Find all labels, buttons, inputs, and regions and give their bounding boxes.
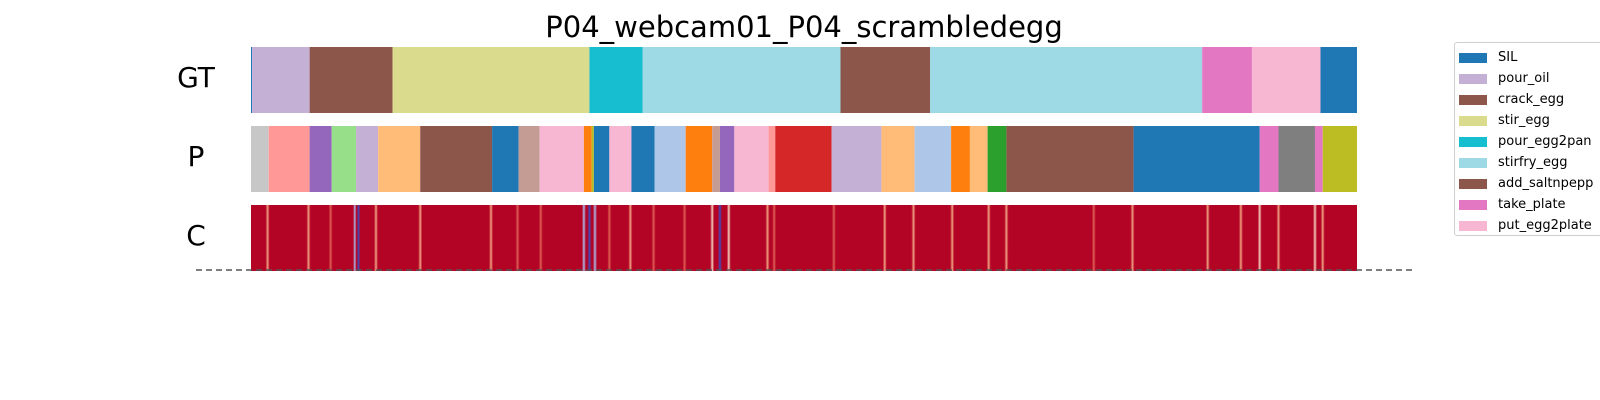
- legend-item-add-saltnpepp: add_saltnpepp: [1455, 173, 1600, 194]
- legend-label: stirfry_egg: [1498, 155, 1568, 170]
- confidence-bar: [251, 205, 1357, 271]
- gt-segment-2: [309, 47, 393, 113]
- gt-segment-5: [642, 47, 841, 113]
- pred-segment-13: [609, 126, 632, 192]
- legend-label: put_egg2plate: [1498, 218, 1592, 233]
- pred-segment-12: [593, 126, 610, 192]
- pred-segment-4: [356, 126, 379, 192]
- legend-swatch: [1459, 52, 1487, 63]
- pred-segment-7: [492, 126, 519, 192]
- gt-segment-9: [1251, 47, 1321, 113]
- pred-segment-32: [1314, 126, 1323, 192]
- pred-segment-16: [685, 126, 713, 192]
- pred-segment-21: [775, 126, 832, 192]
- legend-item-take-plate: take_plate: [1455, 194, 1600, 215]
- row-label-gt: GT: [177, 61, 215, 94]
- legend-swatch: [1459, 178, 1487, 189]
- legend-label: SIL: [1498, 50, 1518, 65]
- legend-swatch: [1459, 115, 1487, 126]
- legend-swatch: [1459, 73, 1487, 84]
- legend-label: pour_oil: [1498, 71, 1550, 86]
- pred-segment-10: [583, 126, 592, 192]
- legend-swatch: [1459, 94, 1487, 105]
- legend: SIL pour_oil crack_egg stir_egg pour_egg2pan…: [1454, 42, 1600, 236]
- pred-segment-29: [1133, 126, 1260, 192]
- pred-segment-26: [969, 126, 988, 192]
- gt-segment-3: [392, 47, 590, 113]
- pred-segment-19: [734, 126, 769, 192]
- pred-segment-11: [591, 126, 594, 192]
- pred-segment-24: [914, 126, 952, 192]
- row-label-c: C: [186, 219, 206, 252]
- gt-segment-8: [1202, 47, 1252, 113]
- gt-segment-10: [1320, 47, 1357, 113]
- legend-item-pour-egg2pan: pour_egg2pan: [1455, 131, 1600, 152]
- gt-segment-0: [251, 47, 253, 113]
- legend-item-pour-oil: pour_oil: [1455, 68, 1600, 89]
- pred-segment-8: [518, 126, 540, 192]
- legend-item-stirfry-egg: stirfry_egg: [1455, 152, 1600, 173]
- legend-item-crack-egg: crack_egg: [1455, 89, 1600, 110]
- legend-swatch: [1459, 199, 1487, 210]
- prediction-row: [251, 126, 1357, 192]
- chart-title: P04_webcam01_P04_scrambledegg: [545, 10, 1063, 44]
- pred-segment-17: [712, 126, 720, 192]
- pred-segment-25: [951, 126, 970, 192]
- pred-segment-15: [654, 126, 686, 192]
- pred-segment-27: [987, 126, 1007, 192]
- legend-label: take_plate: [1498, 197, 1566, 212]
- legend-label: pour_egg2pan: [1498, 134, 1592, 149]
- pred-segment-18: [719, 126, 735, 192]
- pred-segment-5: [378, 126, 421, 192]
- pred-segment-30: [1259, 126, 1279, 192]
- legend-swatch: [1459, 157, 1487, 168]
- pred-segment-9: [539, 126, 584, 192]
- gt-segment-4: [589, 47, 643, 113]
- gt-segment-6: [840, 47, 931, 113]
- pred-segment-14: [631, 126, 655, 192]
- gt-segment-7: [930, 47, 1203, 113]
- pred-segment-22: [831, 126, 882, 192]
- pred-segment-0: [251, 126, 269, 192]
- row-label-p: P: [187, 140, 205, 173]
- pred-segment-6: [420, 126, 493, 192]
- gt-row: [251, 47, 1357, 113]
- pred-segment-31: [1278, 126, 1315, 192]
- pred-segment-28: [1006, 126, 1134, 192]
- pred-segment-2: [309, 126, 332, 192]
- pred-segment-23: [881, 126, 915, 192]
- legend-swatch: [1459, 136, 1487, 147]
- legend-swatch: [1459, 220, 1487, 231]
- legend-label: add_saltnpepp: [1498, 176, 1594, 191]
- legend-item-SIL: SIL: [1455, 47, 1600, 68]
- legend-item-put-egg2plate: put_egg2plate: [1455, 215, 1600, 236]
- pred-segment-33: [1322, 126, 1357, 192]
- pred-segment-20: [768, 126, 776, 192]
- pred-segment-1: [268, 126, 310, 192]
- legend-label: crack_egg: [1498, 92, 1565, 107]
- legend-label: stir_egg: [1498, 113, 1550, 128]
- legend-item-stir-egg: stir_egg: [1455, 110, 1600, 131]
- pred-segment-3: [331, 126, 357, 192]
- gt-segment-1: [252, 47, 310, 113]
